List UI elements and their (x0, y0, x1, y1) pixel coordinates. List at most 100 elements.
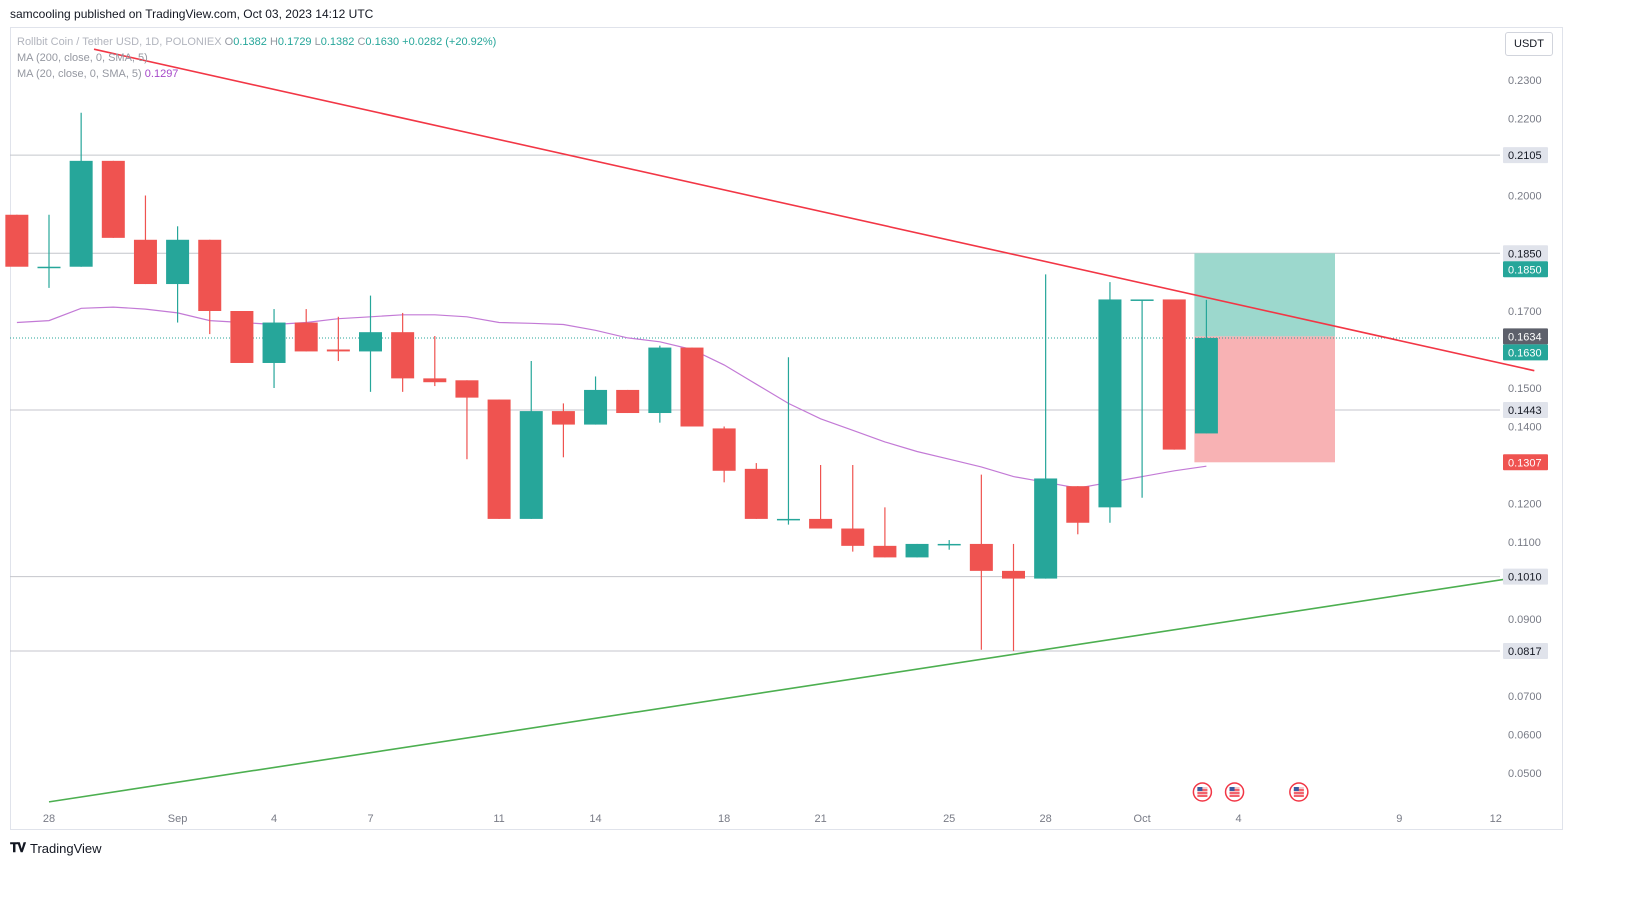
legend-ma200-row[interactable]: MA (200, close, 0, SMA, 5) (17, 50, 496, 66)
candle-body (712, 428, 736, 471)
x-tick-label: 25 (943, 813, 955, 825)
price-label-last: 0.1630 (1508, 347, 1542, 359)
event-flag-icon (1289, 782, 1309, 802)
y-tick-label: 0.0600 (1508, 730, 1542, 742)
legend-ma20: MA (20, close, 0, SMA, 5) (17, 68, 142, 80)
candle-body (1034, 478, 1058, 579)
candle-body (551, 411, 575, 425)
price-label-entry-box (1503, 328, 1548, 345)
candle-body (519, 411, 543, 519)
x-tick-label: 4 (271, 813, 277, 825)
chart-frame (10, 27, 1563, 830)
price-label-level-box (1503, 401, 1548, 418)
candle-body (680, 347, 704, 427)
candle-body (262, 322, 286, 363)
candle-body (5, 214, 29, 267)
candle-body (69, 160, 93, 267)
x-tick-label: 28 (1040, 813, 1052, 825)
price-label-level-box (1503, 245, 1548, 262)
price-label-stop-box (1503, 454, 1548, 471)
candle-body (455, 380, 479, 398)
currency-button[interactable]: USDT (1505, 32, 1553, 56)
y-tick-label: 0.2000 (1508, 191, 1542, 203)
candle-body (776, 518, 800, 521)
candle-body (37, 266, 61, 269)
x-tick-label: 7 (367, 813, 373, 825)
y-tick-label: 0.1700 (1508, 306, 1542, 318)
candle-body (1130, 299, 1154, 301)
candle-body (1194, 337, 1218, 434)
legend-ma20-row[interactable]: MA (20, close, 0, SMA, 5) 0.1297 (17, 66, 496, 82)
chart-legend: Rollbit Coin / Tether USD, 1D, POLONIEX … (17, 34, 496, 82)
x-tick-label: Oct (1134, 813, 1151, 825)
ma20-line (16, 306, 1207, 489)
candle-body (1162, 299, 1186, 450)
price-label-level-box (1503, 642, 1548, 659)
candle-body (905, 543, 929, 558)
candle-body (326, 349, 350, 352)
publisher-line: samcooling published on TradingView.com,… (10, 7, 374, 21)
candle-body (648, 347, 672, 414)
legend-change: +0.0282 (+20.92%) (402, 36, 497, 48)
footer-brand: 𝐓𝐕 TradingView (10, 840, 102, 856)
price-label-stop: 0.1307 (1508, 457, 1542, 469)
candle-body (391, 332, 415, 379)
candle-body (294, 322, 318, 352)
price-label-level: 0.0817 (1508, 646, 1542, 658)
candle-body (359, 332, 382, 352)
legend-close-label: C (357, 36, 366, 48)
candle-body (1002, 570, 1025, 579)
price-label-level-box (1503, 568, 1548, 585)
legend-low-label: L (314, 36, 321, 48)
legend-symbol-row[interactable]: Rollbit Coin / Tether USD, 1D, POLONIEX … (17, 34, 496, 50)
candle-body (198, 239, 222, 311)
legend-ma200: MA (200, close, 0, SMA, 5) (17, 52, 148, 64)
legend-open: 0.1382 (233, 36, 267, 48)
price-label-level-box (1503, 147, 1548, 164)
y-tick-label: 0.1200 (1508, 499, 1542, 511)
candle-body (487, 399, 511, 519)
footer-brand-text: TradingView (30, 840, 102, 856)
tradingview-logo-icon: 𝐓𝐕 (10, 840, 26, 855)
x-tick-label: 21 (814, 813, 826, 825)
legend-ma20-value: 0.1297 (144, 68, 179, 80)
x-tick-label: Sep (168, 813, 188, 825)
price-label-level: 0.1443 (1508, 405, 1542, 417)
x-tick-label: 9 (1396, 813, 1402, 825)
candle-body (969, 543, 993, 571)
x-tick-label: 18 (718, 813, 730, 825)
legend-high-label: H (269, 36, 278, 48)
candle-body (937, 543, 961, 546)
candle-body (423, 378, 447, 383)
x-tick-label: 14 (589, 813, 601, 825)
legend-symbol: Rollbit Coin / Tether USD, 1D, POLONIEX (17, 36, 222, 48)
price-label-target: 0.1850 (1508, 264, 1542, 276)
y-tick-label: 0.1400 (1508, 422, 1542, 434)
price-label-level: 0.2105 (1508, 150, 1542, 162)
legend-low: 0.1382 (320, 36, 355, 48)
y-tick-label: 0.2300 (1508, 75, 1542, 87)
x-tick-label: 11 (493, 813, 504, 825)
y-tick-label: 0.2200 (1508, 114, 1542, 126)
price-label-target-box (1503, 261, 1548, 278)
y-tick-label: 0.1100 (1508, 537, 1541, 549)
price-label-level: 0.1010 (1508, 572, 1542, 584)
target-zone (1194, 253, 1335, 337)
candle-body (230, 311, 254, 363)
price-label-level: 0.1850 (1508, 248, 1542, 260)
legend-close: 0.1630 (365, 36, 400, 48)
candle-body (1098, 299, 1122, 508)
candle-body (584, 389, 608, 425)
candle-body (133, 239, 157, 285)
y-tick-label: 0.1500 (1508, 383, 1542, 395)
legend-high: 0.1729 (277, 36, 312, 48)
candle-body (809, 518, 833, 529)
y-tick-label: 0.0500 (1508, 768, 1542, 780)
candle-body (101, 160, 125, 238)
candle-body (744, 468, 768, 519)
event-flag-icon (1224, 782, 1245, 802)
x-tick-label: 28 (43, 813, 55, 825)
candle-body (873, 545, 897, 558)
legend-open-label: O (224, 36, 234, 48)
